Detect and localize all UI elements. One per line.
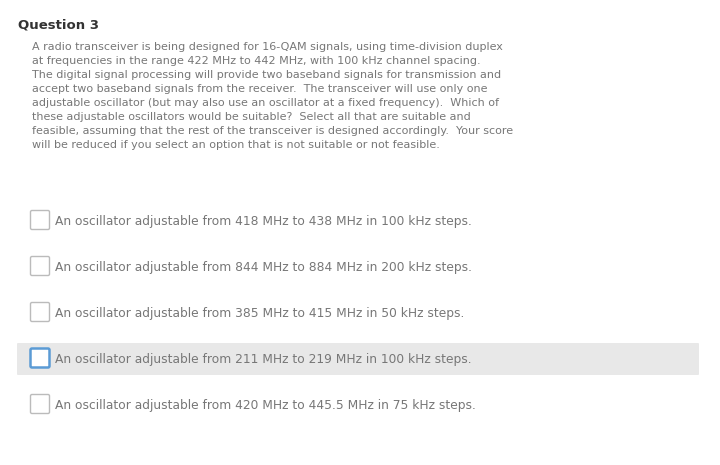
Text: An oscillator adjustable from 211 MHz to 219 MHz in 100 kHz steps.: An oscillator adjustable from 211 MHz to… [55,352,472,365]
Text: An oscillator adjustable from 420 MHz to 445.5 MHz in 75 kHz steps.: An oscillator adjustable from 420 MHz to… [55,399,476,412]
FancyBboxPatch shape [17,343,699,375]
FancyBboxPatch shape [30,303,50,321]
Text: An oscillator adjustable from 418 MHz to 438 MHz in 100 kHz steps.: An oscillator adjustable from 418 MHz to… [55,214,472,227]
FancyBboxPatch shape [30,348,50,367]
Text: Question 3: Question 3 [18,18,99,31]
FancyBboxPatch shape [30,257,50,275]
FancyBboxPatch shape [30,211,50,230]
FancyBboxPatch shape [30,394,50,413]
Text: An oscillator adjustable from 385 MHz to 415 MHz in 50 kHz steps.: An oscillator adjustable from 385 MHz to… [55,306,464,319]
Text: A radio transceiver is being designed for 16-QAM signals, using time-division du: A radio transceiver is being designed fo… [32,42,513,150]
Text: An oscillator adjustable from 844 MHz to 884 MHz in 200 kHz steps.: An oscillator adjustable from 844 MHz to… [55,260,472,273]
